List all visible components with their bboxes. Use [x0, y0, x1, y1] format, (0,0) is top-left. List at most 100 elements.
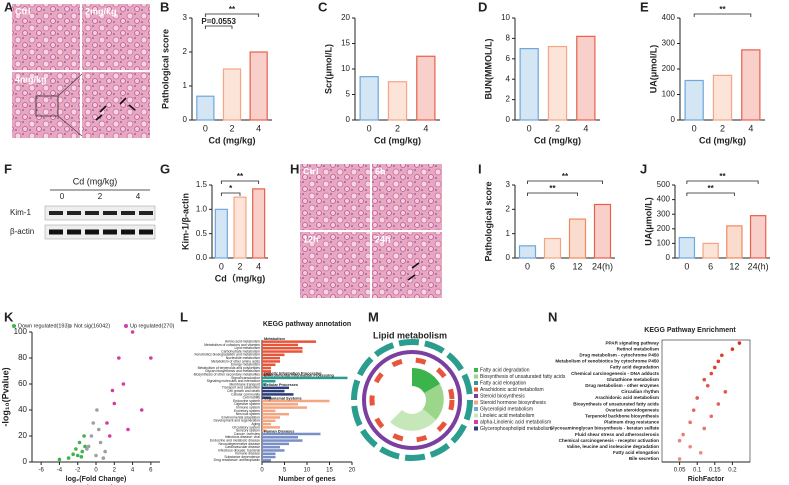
significance-label: ** — [237, 172, 244, 181]
point — [77, 440, 82, 445]
point — [71, 452, 75, 457]
legend-swatch — [474, 394, 478, 398]
bar — [262, 445, 280, 449]
bar — [262, 422, 271, 426]
plot-frame — [661, 339, 751, 463]
legend-label: Steroid hormone biosynthesis — [480, 400, 546, 406]
chart-title: KEGG Pathway Enrichment — [644, 327, 736, 334]
point — [101, 456, 106, 460]
category-label: Amino acid metabolism — [225, 340, 260, 344]
bar — [262, 383, 267, 386]
dose-label: 0 — [60, 192, 65, 201]
panel-label: M — [368, 309, 379, 324]
significance-bracket — [220, 180, 260, 184]
y-tick-label: 4 — [506, 74, 511, 83]
point — [75, 453, 80, 458]
group-label: Organismal Systems — [264, 396, 302, 400]
group-label: Genetic Information Processing — [264, 371, 322, 375]
tissue-image — [82, 72, 150, 138]
significance-bracket — [686, 180, 759, 184]
category-label: Glycan biosynthesis and metabolism — [205, 369, 260, 373]
bar — [547, 45, 568, 121]
dot — [723, 390, 728, 394]
bar — [262, 436, 298, 439]
x-tick-label: 0 — [525, 261, 530, 271]
tissue-image — [12, 4, 80, 70]
bar — [262, 356, 280, 360]
bar — [262, 340, 316, 343]
category-label: Sensory system — [236, 429, 260, 433]
bar — [262, 459, 271, 462]
point — [103, 449, 107, 454]
panel-label: K — [4, 309, 14, 324]
category-label: Development and regeneration — [213, 419, 260, 423]
y-axis-label: BUN(MMOL/L) — [483, 39, 493, 100]
point — [66, 456, 71, 460]
wedge — [412, 384, 444, 420]
legend-swatch — [474, 413, 478, 418]
bar — [262, 439, 303, 442]
category-label: Cardiovascular disease — [225, 445, 260, 449]
point — [85, 447, 89, 451]
panel-label: I — [478, 161, 482, 176]
x-tick-label: 4 — [256, 123, 261, 133]
significance-label: * — [229, 184, 233, 193]
group-label: Environmental Information Processing — [264, 374, 335, 378]
dot — [677, 438, 682, 443]
panel-label: H — [290, 161, 299, 176]
y-tick-label: 6 — [506, 54, 511, 63]
legend-swatch — [124, 324, 128, 328]
panel-label: D — [478, 0, 487, 14]
category-label: Fluid shear stress and atherosclerosis — [575, 432, 659, 437]
category-label: Drug resistance: antineoplastic — [214, 458, 261, 462]
bar — [262, 346, 303, 350]
y-tick-label: 0.5 — [196, 229, 208, 238]
category-label: Glutathione metabolism — [607, 377, 659, 382]
y-tick-label: 0 — [506, 115, 511, 124]
chart-title: KEGG pathway annotation — [263, 321, 351, 328]
x-tick-label: 20 — [349, 468, 356, 474]
category-label: Cellular community — [231, 392, 260, 396]
y-tick-label: 100 — [14, 327, 28, 336]
y-tick-label: 400 — [662, 13, 676, 22]
bar — [262, 429, 267, 432]
category-label: Fatty acid elongation — [613, 450, 659, 455]
category-label: Environmental adaptation — [222, 415, 261, 419]
ring — [369, 357, 455, 443]
y-tick-label: 100 — [662, 90, 676, 99]
x-tick-label: 24(h) — [592, 261, 613, 271]
y-tick-label: 0 — [671, 115, 676, 124]
x-tick-label: 4 — [256, 261, 261, 271]
legend-label: Linoleic acid metabolism — [480, 413, 534, 419]
x-tick-label: 5 — [283, 468, 287, 474]
category-label: Carbohydrate metabolism — [221, 349, 260, 353]
x-tick-label: 0 — [692, 123, 697, 133]
x-tick-label: 0.05 — [674, 468, 686, 474]
y-tick-label: 20 — [341, 13, 350, 22]
histology-a: Ctrl 2mg/kg 4mg/kg — [12, 4, 150, 138]
y-tick-label: 15 — [341, 39, 350, 48]
legend-label: Not sig(16042) — [74, 323, 110, 329]
legend-label: Arachidonic acid metabolism — [480, 387, 544, 393]
x-tick-label: 6 — [149, 468, 153, 474]
bar — [262, 360, 280, 363]
point — [112, 401, 117, 406]
dot — [730, 347, 735, 351]
y-tick-label: 200 — [657, 224, 671, 233]
image-label: 24h — [375, 234, 391, 244]
point — [121, 382, 126, 386]
blot-strip — [44, 224, 156, 240]
bar — [568, 218, 587, 259]
bar — [262, 366, 271, 370]
bar — [262, 353, 285, 357]
category-label: Cancer: overview — [234, 432, 261, 436]
ring — [351, 339, 473, 461]
bar — [262, 449, 285, 452]
category-label: Glycosaminoglycan biosynthesis - keratan… — [550, 426, 660, 431]
category-label: Neurodegenerative disease — [219, 442, 261, 446]
bar — [543, 237, 562, 259]
y-tick-label: 8 — [506, 34, 511, 43]
point — [105, 421, 109, 425]
category-label: Circadian rhythm — [621, 389, 659, 394]
y-tick-label: 0 — [23, 457, 28, 466]
